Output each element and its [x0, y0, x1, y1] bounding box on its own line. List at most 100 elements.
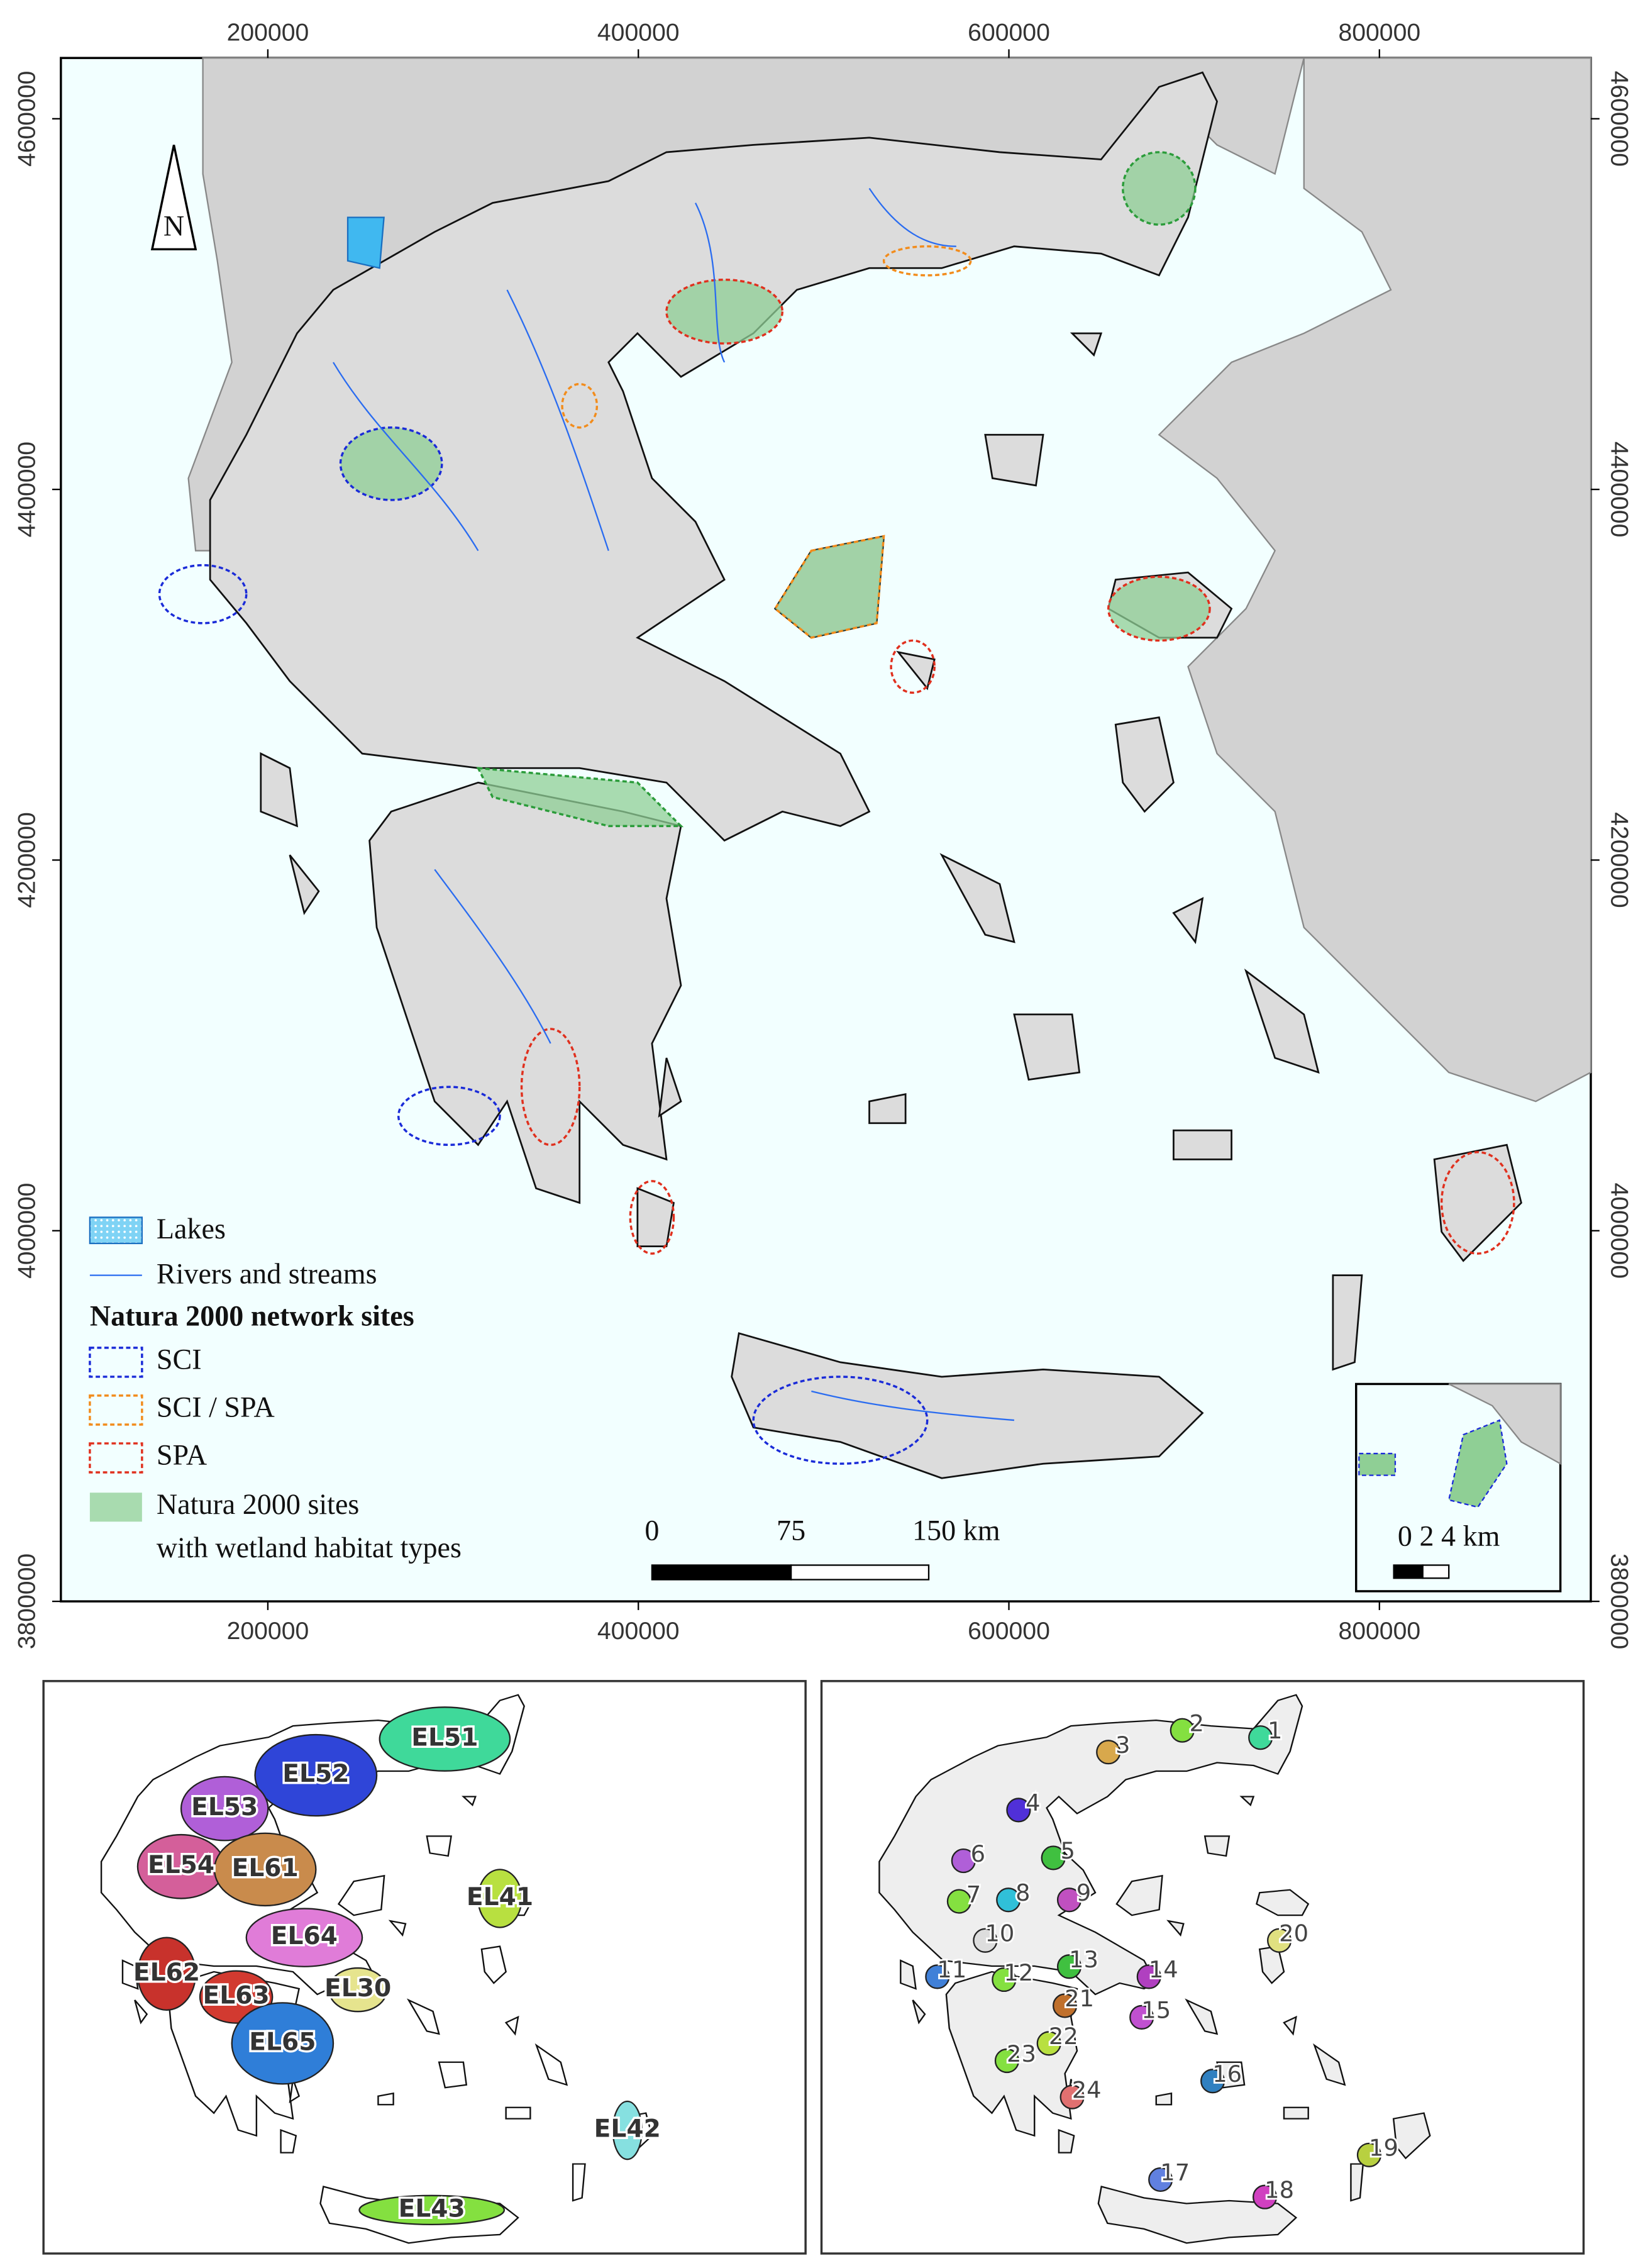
basin-area: [996, 1887, 1021, 1913]
scale-label: 0: [644, 1514, 659, 1546]
y-tick-label: 4000000: [13, 1183, 40, 1279]
region-area: [358, 2194, 506, 2226]
basin-area: [1036, 2031, 1061, 2056]
region-area: [477, 1869, 523, 1928]
north-arrow: N: [150, 145, 197, 251]
basin-label: 2: [1190, 1709, 1204, 1737]
basin-label: 22: [1049, 2023, 1078, 2050]
x-tick-label: 600000: [968, 1618, 1050, 1645]
basin-area: [1059, 2084, 1085, 2110]
basin-area: [1056, 1954, 1082, 1979]
basin-label: 13: [1069, 1946, 1098, 1973]
basin-label: 5: [1060, 1837, 1075, 1864]
scale-bar: 0 75 150 km: [644, 1514, 1000, 1581]
basin-area: [1148, 2167, 1173, 2193]
basin-label: 4: [1026, 1789, 1040, 1816]
basin-label: 21: [1065, 1985, 1094, 2012]
basin-label: 1: [1268, 1717, 1282, 1744]
basin-area: [1267, 1928, 1292, 1953]
basin-area: [1136, 1964, 1161, 1989]
x-tick-label: 600000: [968, 19, 1050, 47]
basin-area: [973, 1928, 998, 1953]
region-area: [180, 1776, 269, 1842]
protected-sites: [158, 151, 1515, 1465]
region-label: EL65: [249, 2028, 316, 2056]
basin-label: 24: [1072, 2076, 1102, 2103]
basin-label: 20: [1279, 1920, 1308, 1947]
basin-label: 18: [1264, 2176, 1294, 2203]
basin-area: [1096, 1740, 1121, 1765]
rivers: [333, 187, 1015, 1421]
legend-label: SCI: [157, 1343, 202, 1375]
legend-label: Lakes: [157, 1213, 226, 1245]
y-tick-label: 3800000: [13, 1554, 40, 1649]
legend-swatch: [89, 1347, 143, 1378]
x-tick-label: 400000: [597, 1618, 680, 1645]
region-area: [231, 2002, 335, 2085]
legend-swatch: [89, 1216, 143, 1245]
basin-area: [951, 1848, 976, 1874]
x-tick-label: 200000: [227, 1618, 309, 1645]
region-label: EL51: [411, 1723, 478, 1752]
region-label: EL41: [467, 1883, 533, 1911]
basin-area: [1053, 1993, 1078, 2018]
region-area: [136, 1937, 197, 2011]
x-tick-label: 400000: [597, 19, 680, 47]
basin-label: 11: [937, 1956, 966, 1983]
region-label: EL61: [232, 1854, 299, 1882]
basin-label: 12: [1004, 1959, 1033, 1986]
basin-area: [992, 1967, 1017, 1993]
x-tick-label: 200000: [227, 19, 309, 47]
basin-label: 16: [1212, 2060, 1242, 2087]
y-tick-label: 3800000: [1605, 1554, 1632, 1649]
basin-area: [1248, 1725, 1273, 1750]
basin-label: 7: [966, 1881, 981, 1908]
legend-label: Rivers and streams: [157, 1258, 377, 1290]
legend-label: with wetland habitat types: [157, 1531, 462, 1564]
region-area: [254, 1733, 378, 1817]
y-tick-label: 4200000: [1605, 812, 1632, 908]
y-tick-label: 4600000: [1605, 71, 1632, 167]
y-tick-label: 4200000: [13, 812, 40, 908]
basin-area: [946, 1889, 971, 1914]
basin-area: [1129, 2004, 1154, 2030]
basin-area: [1056, 1887, 1082, 1913]
scale-label: 150 km: [912, 1514, 1000, 1546]
legend-label: SPA: [157, 1439, 207, 1471]
region-area: [379, 1706, 511, 1772]
basin-area: [1252, 2184, 1278, 2210]
basin-area: [1200, 2069, 1225, 2094]
basin-label: 8: [1015, 1879, 1030, 1906]
basin-label: 15: [1141, 1997, 1171, 2024]
region-label: EL62: [133, 1959, 200, 1987]
region-label: EL53: [191, 1793, 258, 1821]
basin-label: 23: [1007, 2040, 1036, 2067]
region-label: EL30: [324, 1974, 391, 2003]
legend-swatch: [89, 1493, 142, 1522]
region-label: EL63: [203, 1982, 270, 2010]
region-area: [245, 1908, 363, 1967]
north-label: N: [163, 210, 184, 242]
inset-scale-label: 0 2 4 km: [1398, 1520, 1500, 1552]
y-tick-label: 4400000: [1605, 442, 1632, 537]
y-tick-label: 4600000: [13, 71, 40, 167]
legend-swatch: [89, 1442, 143, 1474]
region-label: EL52: [282, 1760, 349, 1788]
legend-heading: Natura 2000 network sites: [90, 1299, 414, 1331]
legend: Lakes Rivers and streams Natura 2000 net…: [89, 1213, 462, 1564]
y-tick-label: 4400000: [13, 442, 40, 537]
y-tick-label: 4000000: [1605, 1183, 1632, 1279]
basin-label: 10: [985, 1920, 1014, 1947]
region-label: EL54: [148, 1851, 214, 1879]
basin-label: 19: [1369, 2135, 1398, 2162]
basin-label: 9: [1076, 1879, 1091, 1906]
x-tick-label: 800000: [1338, 1618, 1420, 1645]
inset: 0 2 4 km: [1355, 1382, 1562, 1593]
basin-area: [994, 2048, 1020, 2074]
region-label: EL43: [399, 2194, 465, 2223]
basin-label: 14: [1149, 1956, 1178, 1983]
basin-label: 17: [1160, 2159, 1190, 2186]
basin-label: 3: [1115, 1732, 1130, 1759]
legend-label: Natura 2000 sites: [157, 1488, 359, 1520]
